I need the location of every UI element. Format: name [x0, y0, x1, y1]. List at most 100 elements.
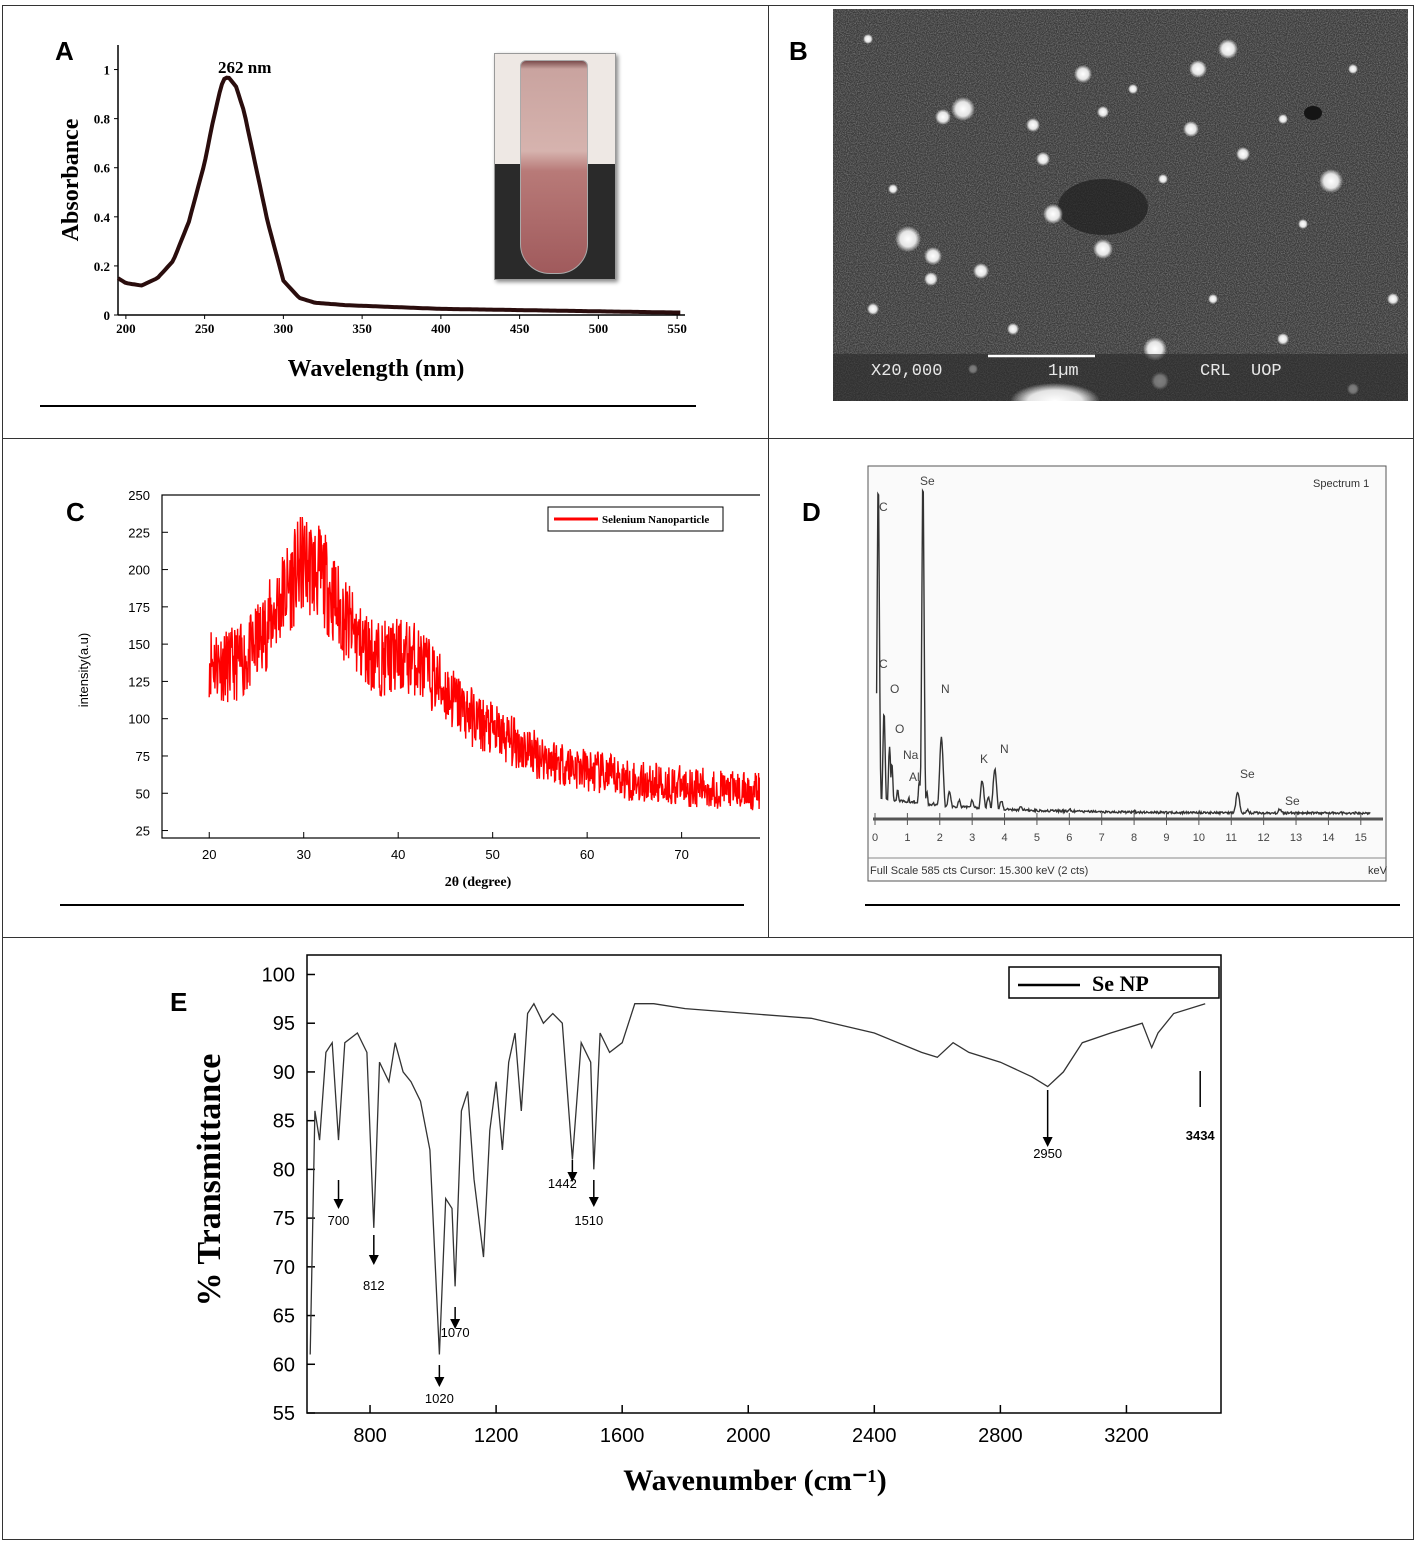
xrd-ytick-label: 250: [128, 488, 150, 503]
xrd-series-selenium-nanoparticle: [208, 516, 760, 811]
ftir-xtick-label: 1600: [600, 1425, 645, 1447]
uv-xtick-label: 450: [510, 321, 530, 336]
uv-ytick-label: 0: [104, 308, 111, 323]
nanoparticle-spot: [924, 247, 942, 265]
nanoparticle-spot: [1189, 60, 1207, 78]
nanoparticle-spot: [1208, 294, 1218, 304]
ftir-ytick-label: 80: [273, 1159, 295, 1181]
ftir-legend: [1008, 966, 1220, 999]
eds-xtick-label: 2: [937, 832, 943, 844]
eds-xtick-label: 15: [1355, 832, 1367, 844]
nanoparticle-spot: [1278, 114, 1288, 124]
uv-xtick-label: 500: [589, 321, 609, 336]
nanoparticle-spot: [1036, 152, 1050, 166]
ftir-xtick-label: 2000: [726, 1425, 771, 1447]
eds-peak-label: O: [890, 682, 899, 696]
xrd-chart: 25 50 75 100 125 150 175 200 225 250 20 30 40 50 60 70…: [60, 488, 760, 906]
xrd-plot-frame: [161, 494, 760, 839]
nanoparticle-spot: [867, 303, 879, 315]
xrd-ytick-label: 100: [128, 712, 150, 727]
uv-peak-label: 262 nm: [218, 58, 271, 77]
ftir-ytick-label: 60: [273, 1354, 295, 1376]
eds-peak-label: N: [941, 682, 950, 696]
eds-chart: 0 1 2 3 4 5 6 7 8 9 10 11 12 13 14 15 CSeCOONaAlNKNSeSe…: [865, 465, 1400, 906]
panel-e-label: E: [170, 987, 188, 1017]
ftir-annotation-label: 3434: [1186, 1128, 1216, 1143]
eds-peak-label: Al: [909, 770, 920, 784]
ftir-ytick-label: 55: [273, 1403, 295, 1425]
eds-xtick-label: 13: [1290, 832, 1302, 844]
nanoparticle-spot: [973, 263, 989, 279]
nanoparticle-spot: [935, 109, 951, 125]
ftir-arrowhead: [434, 1377, 445, 1387]
ftir-annotation-label: 700: [328, 1213, 350, 1228]
ftir-ytick-label: 85: [273, 1111, 295, 1133]
nanoparticle-spot: [863, 34, 873, 44]
uv-ytick-label: 1: [104, 63, 111, 78]
nanoparticle-spot: [1298, 219, 1308, 229]
ftir-ytick-label: 65: [273, 1306, 295, 1328]
xrd-legend-label: Selenium Nanoparticle: [602, 514, 709, 526]
xrd-xtick-label: 50: [485, 847, 499, 862]
uv-xtick-label: 250: [195, 321, 215, 336]
uv-xtick-label: 200: [116, 321, 136, 336]
eds-peak-label: O: [895, 722, 904, 736]
xrd-ytick-label: 225: [128, 525, 150, 540]
ftir-ylabel: % Transmittance: [191, 1054, 228, 1307]
ftir-arrowhead: [333, 1199, 344, 1209]
xrd-xtick-label: 60: [580, 847, 594, 862]
nanoparticle-spot: [1128, 84, 1138, 94]
ftir-ytick-label: 95: [273, 1013, 295, 1035]
eds-xtick-label: 8: [1131, 832, 1137, 844]
ftir-arrowhead: [567, 1172, 578, 1182]
uv-ytick-label: 0.2: [94, 259, 110, 274]
sem-magnification: X20,000: [871, 362, 942, 381]
eds-spectrum: [875, 488, 1371, 817]
panel-a-label: A: [55, 36, 74, 66]
sem-image: X20,000 1µm CRL UOP: [833, 9, 1408, 401]
xrd-xtick-label: 20: [202, 847, 216, 862]
xrd-ytick-label: 200: [128, 563, 150, 578]
sem-scale-label: 1µm: [1048, 362, 1079, 381]
eds-peak-label: Se: [1285, 794, 1300, 808]
panel-b-label: B: [789, 36, 808, 66]
nanoparticle-spot: [1218, 39, 1238, 59]
eds-xtick-label: 12: [1258, 832, 1270, 844]
eds-xtick-label: 7: [1099, 832, 1105, 844]
eds-unit: keV: [1368, 865, 1388, 877]
ftir-arrowhead: [588, 1197, 599, 1207]
ftir-ytick-label: 75: [273, 1208, 295, 1230]
ftir-ytick-label: 90: [273, 1062, 295, 1084]
xrd-xtick-label: 70: [674, 847, 688, 862]
nanoparticle-spot: [1158, 174, 1168, 184]
nanoparticle-spot: [895, 226, 921, 252]
xrd-ytick-label: 125: [128, 674, 150, 689]
eds-xtick-label: 6: [1066, 832, 1072, 844]
xrd-ytick-label: 150: [128, 637, 150, 652]
ftir-annotation-label: 1070: [441, 1325, 470, 1340]
uv-xtick-label: 350: [352, 321, 372, 336]
nanoparticle-spot: [1026, 118, 1040, 132]
sem-lab-label: CRL UOP: [1200, 362, 1282, 381]
eds-peak-label: N: [1000, 742, 1009, 756]
eds-xtick-label: 10: [1193, 832, 1205, 844]
xrd-ytick-label: 175: [128, 600, 150, 615]
xrd-ytick-label: 25: [136, 824, 150, 839]
ftir-annotation-label: 1020: [425, 1391, 454, 1406]
eds-xtick-label: 5: [1034, 832, 1040, 844]
nanoparticle-spot: [1236, 147, 1250, 161]
ftir-xlabel: Wavenumber (cm⁻¹): [623, 1464, 886, 1497]
ftir-annotation-label: 2950: [1033, 1146, 1062, 1161]
colloid-tube-photo: [494, 53, 616, 280]
ftir-arrowhead: [368, 1255, 379, 1265]
ftir-ytick-label: 100: [262, 964, 295, 986]
ftir-xtick-label: 1200: [474, 1425, 519, 1447]
tube-body: [520, 60, 588, 274]
nanoparticle-spot: [924, 272, 938, 286]
panel-e-frame: [2, 937, 1414, 1540]
eds-xtick-label: 3: [969, 832, 975, 844]
nanoparticle-spot: [1007, 323, 1019, 335]
eds-peak-label: C: [879, 657, 888, 671]
uv-ylabel: Absorbance: [58, 118, 84, 241]
nanoparticle-spot: [888, 184, 898, 194]
